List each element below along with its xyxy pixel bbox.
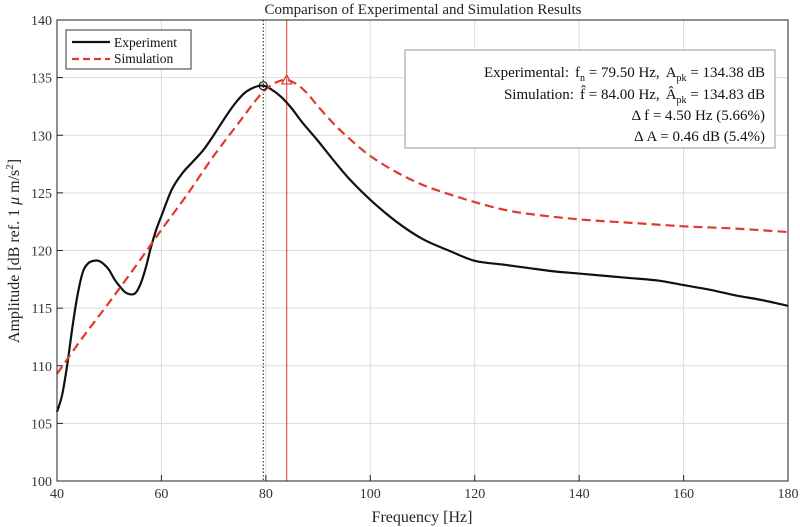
- legend-label-simulation: Simulation: [114, 51, 174, 66]
- annotation-line-1: Experimental: fn = 79.50 Hz, Apk = 134.38 …: [484, 65, 765, 84]
- x-tick-label: 40: [50, 487, 64, 502]
- x-axis-title: Frequency [Hz]: [372, 509, 473, 526]
- plot-frame: [56, 19, 789, 482]
- x-tick-label: 160: [673, 487, 694, 502]
- chart-title: Comparison of Experimental and Simulatio…: [264, 2, 581, 18]
- x-tick-label: 140: [569, 487, 590, 502]
- y-tick-labels: 100 105 110 115 120 125 130 135 140: [31, 14, 52, 490]
- annotation-box: Experimental: fn = 79.50 Hz, Apk = 134.38 …: [404, 49, 776, 149]
- y-tick-label: 115: [32, 302, 52, 317]
- y-tick-label: 105: [31, 417, 52, 432]
- legend-label-experiment: Experiment: [114, 35, 177, 50]
- y-tick-label: 100: [31, 475, 52, 490]
- series-line-simulation: [56, 78, 789, 375]
- series-line-experiment: [55, 84, 789, 413]
- x-tick-label: 80: [259, 487, 273, 502]
- x-tick-label: 60: [154, 487, 168, 502]
- y-tick-label: 140: [31, 14, 52, 29]
- peak-marker-circle: [258, 81, 268, 91]
- y-tick-label: 120: [31, 245, 52, 260]
- x-tick-label: 100: [360, 487, 381, 502]
- peak-marker-triangle: [280, 73, 293, 85]
- annotation-line-4: Δ A = 0.46 dB (5.4%): [634, 129, 765, 145]
- y-axis-title: Amplitude [dB ref. 1 μ m/s2]: [4, 159, 23, 343]
- peak-lines: [262, 20, 288, 481]
- annotation-line-3: Δ f = 4.50 Hz (5.66%): [632, 108, 766, 124]
- annotation-line-2: Simulation: f̂ = 84.00 Hz, Âpk = 134.83 dB: [504, 85, 765, 106]
- series-lines: [55, 78, 789, 413]
- y-tick-label: 125: [31, 187, 52, 202]
- y-tick-label: 135: [31, 72, 52, 87]
- x-tick-label: 180: [778, 487, 799, 502]
- y-tick-label: 130: [31, 129, 52, 144]
- legend: Experiment Simulation: [65, 29, 192, 70]
- y-tick-label: 110: [32, 360, 52, 375]
- peak-markers: [258, 73, 293, 91]
- x-tick-label: 120: [464, 487, 485, 502]
- x-tick-labels: 40 60 80 100 120 140 160 180: [50, 487, 799, 502]
